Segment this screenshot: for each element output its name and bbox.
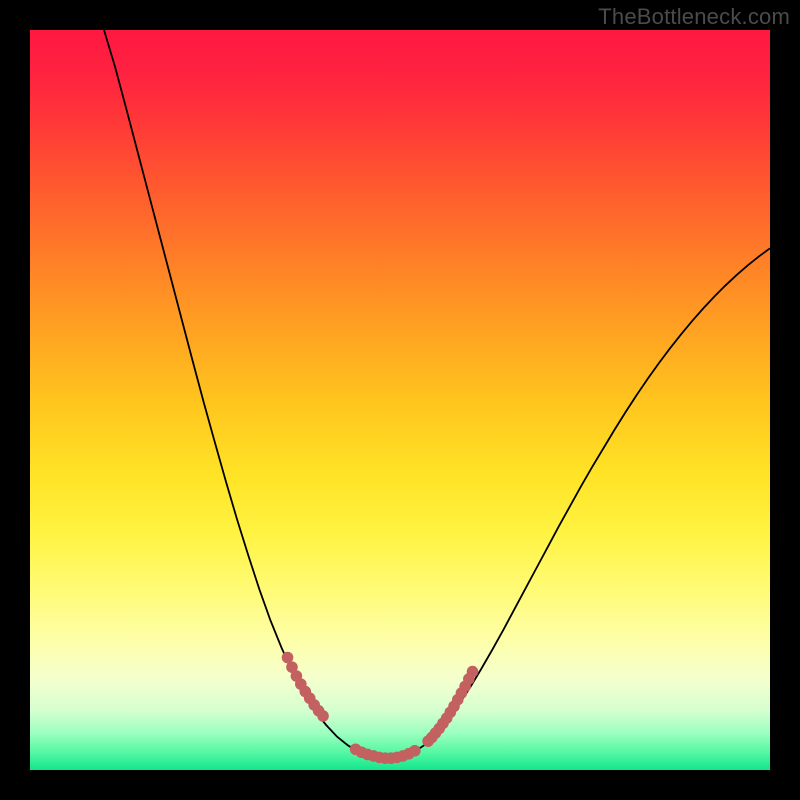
bottleneck-curve-chart	[0, 0, 800, 800]
highlight-dot	[467, 666, 479, 678]
highlight-dot	[317, 710, 329, 722]
highlight-dot	[409, 745, 421, 757]
plot-background	[30, 30, 770, 770]
watermark-text: TheBottleneck.com	[598, 4, 790, 30]
chart-container: TheBottleneck.com	[0, 0, 800, 800]
